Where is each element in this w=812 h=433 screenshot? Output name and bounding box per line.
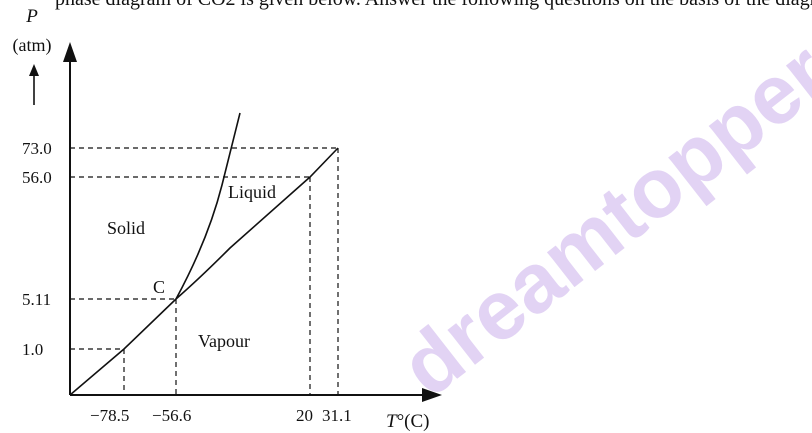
region-vapour-label: Vapour	[198, 331, 250, 351]
x-axis-symbol: T	[386, 411, 398, 432]
x-axis-unit: °(C)	[397, 411, 430, 432]
x-axis-label: T°(C)	[386, 411, 430, 432]
temperature-tick-minus-56-6: −56.6	[152, 406, 191, 425]
melting-curve	[175, 112, 241, 300]
pressure-tick-1: 1.0	[22, 340, 43, 359]
axes	[63, 42, 442, 402]
phase-boundaries	[69, 112, 339, 396]
y-axis-symbol: P	[25, 6, 38, 27]
y-axis-unit: (atm)	[13, 35, 52, 56]
region-liquid-label: Liquid	[228, 182, 276, 202]
sublimation-curve	[69, 298, 177, 396]
pressure-tick-5-11: 5.11	[22, 290, 51, 309]
temperature-tick-20: 20	[296, 406, 313, 425]
pressure-tick-56: 56.0	[22, 168, 52, 187]
triple-point-label: C	[153, 277, 165, 297]
y-axis-arrowhead	[63, 42, 77, 62]
x-axis-arrowhead	[422, 388, 442, 402]
region-solid-label: Solid	[107, 218, 145, 238]
guide-lines	[70, 147, 339, 395]
caption-fragment: phase diagram of CO2 is given below. Ans…	[55, 0, 812, 10]
pressure-direction-arrow	[29, 64, 39, 105]
vaporization-curve	[175, 147, 339, 300]
temperature-tick-31-1: 31.1	[322, 406, 352, 425]
temperature-tick-minus-78-5: −78.5	[90, 406, 129, 425]
watermark: dreamtopper.in	[383, 0, 812, 414]
pressure-tick-73: 73.0	[22, 139, 52, 158]
